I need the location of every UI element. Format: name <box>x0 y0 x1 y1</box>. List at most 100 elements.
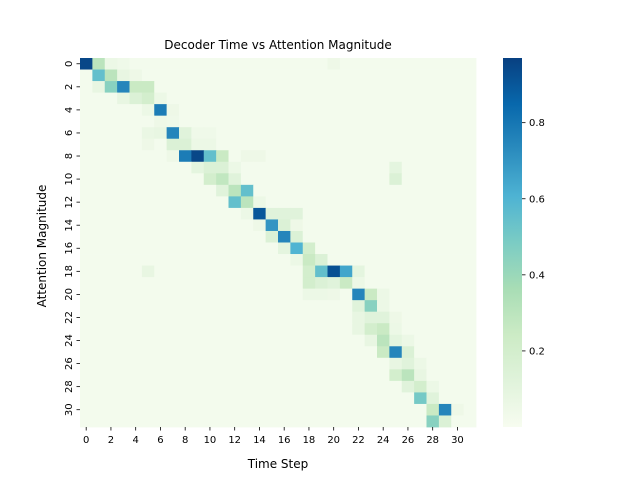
heatmap-cell <box>389 196 403 209</box>
heatmap-cell <box>265 230 279 243</box>
heatmap-cell <box>129 323 143 336</box>
heatmap-cell <box>377 81 390 93</box>
heatmap-cell <box>401 207 415 220</box>
heatmap-cell <box>80 254 93 266</box>
heatmap-cell <box>438 173 452 186</box>
heatmap-cell <box>339 380 353 393</box>
heatmap-cell <box>438 288 452 301</box>
heatmap-cell <box>290 346 304 359</box>
heatmap-cell <box>451 346 465 359</box>
heatmap-cell <box>265 150 279 163</box>
heatmap-cell <box>377 219 390 232</box>
heatmap-cell <box>92 300 106 313</box>
heatmap-cell <box>141 207 155 220</box>
heatmap-cell <box>104 138 118 151</box>
heatmap-cell <box>451 380 465 393</box>
heatmap-cell <box>414 81 427 93</box>
heatmap-cell <box>216 207 229 220</box>
heatmap-cell <box>129 219 143 232</box>
heatmap-cell <box>265 277 279 290</box>
heatmap-cell <box>401 242 415 255</box>
heatmap-cell <box>339 254 353 266</box>
heatmap-cell <box>339 242 353 255</box>
heatmap-cell <box>216 288 229 301</box>
heatmap-cell <box>339 300 353 313</box>
heatmap-cell <box>290 219 304 232</box>
heatmap-cell <box>117 230 130 243</box>
heatmap-cell <box>240 92 254 105</box>
heatmap-cell <box>179 207 192 220</box>
heatmap-cell <box>92 219 106 232</box>
heatmap-cell <box>154 265 168 278</box>
heatmap-cell <box>278 265 291 278</box>
x-tick-label: 20 <box>327 435 340 446</box>
heatmap-cell <box>339 127 353 140</box>
heatmap-cell <box>179 58 192 70</box>
heatmap-cell <box>166 161 180 174</box>
heatmap-cell <box>302 254 316 266</box>
heatmap-cell <box>166 242 180 255</box>
heatmap-cell <box>438 357 452 370</box>
heatmap-cell <box>154 92 168 105</box>
heatmap-cell <box>426 150 440 163</box>
heatmap-cell <box>191 369 205 382</box>
heatmap-cell <box>141 369 155 382</box>
heatmap-cell <box>278 415 291 428</box>
heatmap-cell <box>364 184 378 197</box>
x-tick-label: 22 <box>352 435 365 446</box>
heatmap-cell <box>80 380 93 393</box>
heatmap-cell <box>104 288 118 301</box>
heatmap-cell <box>339 150 353 163</box>
heatmap-cell <box>327 254 341 266</box>
y-tick-label: 14 <box>64 219 75 232</box>
heatmap-cell <box>253 115 267 128</box>
heatmap-cell <box>327 115 341 128</box>
heatmap-cell <box>327 403 341 416</box>
heatmap-cell <box>426 254 440 266</box>
heatmap-cell <box>315 334 328 347</box>
heatmap-cell <box>228 403 242 416</box>
heatmap-cell <box>129 161 143 174</box>
heatmap-cell <box>154 357 168 370</box>
heatmap-cell <box>339 323 353 336</box>
heatmap-cell <box>327 265 341 278</box>
heatmap-cell <box>315 173 328 186</box>
heatmap-cell <box>278 173 291 186</box>
heatmap-cell <box>265 69 279 82</box>
heatmap-cell <box>203 92 217 105</box>
heatmap-cell <box>154 127 168 140</box>
heatmap-cell <box>463 311 477 324</box>
heatmap-cell <box>104 254 118 266</box>
heatmap-cell <box>463 173 477 186</box>
heatmap-cell <box>240 311 254 324</box>
heatmap-cell <box>327 230 341 243</box>
heatmap-cell <box>426 219 440 232</box>
heatmap-cell <box>451 265 465 278</box>
heatmap-cell <box>389 92 403 105</box>
heatmap-cell <box>414 369 427 382</box>
heatmap-cell <box>377 380 390 393</box>
heatmap-cell <box>364 219 378 232</box>
heatmap-cell <box>463 138 477 151</box>
heatmap-cell <box>426 242 440 255</box>
heatmap-cell <box>438 150 452 163</box>
heatmap-cell <box>166 357 180 370</box>
heatmap-cell <box>179 415 192 428</box>
heatmap-cell <box>129 403 143 416</box>
heatmap-cell <box>92 288 106 301</box>
heatmap-cell <box>92 403 106 416</box>
heatmap-cell <box>203 323 217 336</box>
heatmap-cell <box>438 242 452 255</box>
heatmap-cell <box>92 184 106 197</box>
heatmap-cell <box>265 369 279 382</box>
y-tick-label: 12 <box>64 196 75 209</box>
heatmap-cell <box>302 242 316 255</box>
heatmap-cell <box>166 127 180 140</box>
heatmap-cell <box>451 403 465 416</box>
x-tick-label: 28 <box>426 435 439 446</box>
heatmap-cell <box>426 92 440 105</box>
heatmap-cell <box>315 277 328 290</box>
heatmap-cell <box>352 265 366 278</box>
heatmap-cell <box>117 161 130 174</box>
heatmap-cell <box>240 115 254 128</box>
